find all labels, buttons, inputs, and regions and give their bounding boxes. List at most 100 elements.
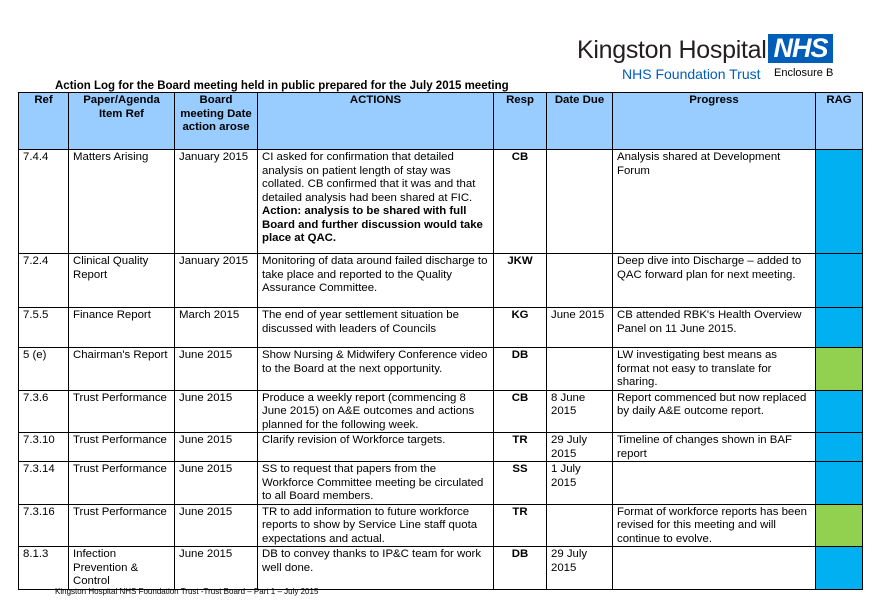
paper-cell: Trust Performance [68,432,175,462]
table-row: 7.3.16 Trust Performance June 2015 TR to ad… [18,503,863,547]
resp-cell: DB [493,546,547,590]
column-header: RAG [815,92,863,150]
ref-cell: 7.2.4 [18,253,69,308]
action-text: Show Nursing & Midwifery Conference vide… [262,349,488,375]
resp-cell: TR [493,432,547,462]
progress-cell: CB attended RBK's Health Overview Panel … [612,307,816,348]
action-cell: The end of year settlement situation be … [257,307,494,348]
progress-cell: Timeline of changes shown in BAF report [612,432,816,462]
paper-cell: Matters Arising [68,149,175,254]
date-cell: June 2015 [174,546,258,590]
column-header: Ref [18,92,69,150]
rag-status-cell [815,546,863,590]
action-text: SS to request that papers from the Workf… [262,463,484,502]
due-cell: 29 July 2015 [546,432,613,462]
ref-cell: 7.3.14 [18,461,69,505]
paper-cell: Chairman's Report [68,347,175,391]
ref-cell: 7.3.16 [18,503,69,547]
ref-cell: 7.5.5 [18,307,69,348]
due-cell [546,149,613,254]
paper-cell: Clinical Quality Report [68,253,175,308]
column-header: Paper/Agenda Item Ref [68,92,175,150]
date-cell: June 2015 [174,389,258,433]
rag-status-cell [815,389,863,433]
resp-cell: TR [493,503,547,547]
resp-cell: DB [493,347,547,391]
resp-cell: KG [493,307,547,348]
nhs-logo: NHS [768,34,833,63]
enclosure-label: Enclosure B [774,67,834,79]
action-cell: DB to convey thanks to IP&C team for wor… [257,546,494,590]
due-cell: June 2015 [546,307,613,348]
action-cell: TR to add information to future workforc… [257,503,494,547]
date-cell: June 2015 [174,503,258,547]
logo-trust-name: NHS Foundation Trust [622,66,761,82]
due-cell [546,253,613,308]
table-row: 7.3.10 Trust Performance June 2015 Clarify … [18,432,863,462]
action-log-table: Ref Paper/Agenda Item Ref Board meeting Da… [18,92,863,590]
column-header: ACTIONS [257,92,494,150]
date-cell: June 2015 [174,347,258,391]
due-cell [546,503,613,547]
resp-cell: CB [493,149,547,254]
ref-cell: 7.3.10 [18,432,69,462]
rag-status-cell [815,253,863,308]
action-cell: Produce a weekly report (commencing 8 Ju… [257,389,494,433]
progress-cell: LW investigating best means as format no… [612,347,816,391]
action-text: Produce a weekly report (commencing 8 Ju… [262,391,475,431]
action-cell: CI asked for confirmation that detailed … [257,149,494,254]
action-text: DB to convey thanks to IP&C team for wor… [262,548,482,574]
rag-status-cell [815,347,863,391]
column-header: Resp [493,92,547,150]
resp-cell: CB [493,389,547,433]
action-text: TR to add information to future workforc… [262,505,478,545]
table-row: 8.1.3 Infection Prevention & Control June … [18,546,863,590]
action-text: The end of year settlement situation be … [262,309,459,335]
ref-cell: 8.1.3 [18,546,69,590]
progress-cell [612,461,816,505]
due-cell: 8 June 2015 [546,389,613,433]
progress-cell: Deep dive into Discharge – added to QAC … [612,253,816,308]
page-footer: Kingston Hospital NHS Foundation Trust -… [55,587,319,596]
action-text: Monitoring of data around failed dischar… [262,255,488,294]
action-cell: Clarify revision of Workforce targets. [257,432,494,462]
due-cell: 29 July 2015 [546,546,613,590]
progress-cell: Analysis shared at Development Forum [612,149,816,254]
document-title: Action Log for the Board meeting held in… [55,80,509,92]
table-row: 7.2.4 Clinical Quality Report January 2015… [18,253,863,308]
ref-cell: 7.4.4 [18,149,69,254]
rag-status-cell [815,461,863,505]
resp-cell: SS [493,461,547,505]
paper-cell: Trust Performance [68,389,175,433]
progress-cell [612,546,816,590]
date-cell: January 2015 [174,253,258,308]
action-bold-text: Action: analysis to be shared with full … [262,205,483,244]
rag-status-cell [815,307,863,348]
due-cell: 1 July 2015 [546,461,613,505]
ref-cell: 7.3.6 [18,389,69,433]
table-row: 5 (e) Chairman's Report June 2015 Show Nurs… [18,347,863,391]
table-row: 7.5.5 Finance Report March 2015 The end of … [18,307,863,348]
due-cell [546,347,613,391]
paper-cell: Finance Report [68,307,175,348]
action-cell: Show Nursing & Midwifery Conference vide… [257,347,494,391]
resp-cell: JKW [493,253,547,308]
rag-status-cell [815,503,863,547]
date-cell: June 2015 [174,461,258,505]
action-cell: SS to request that papers from the Workf… [257,461,494,505]
rag-status-cell [815,432,863,462]
logo-hospital-name: Kingston Hospital [577,36,767,64]
progress-cell: Report commenced but now replaced by dai… [612,389,816,433]
paper-cell: Trust Performance [68,503,175,547]
date-cell: June 2015 [174,432,258,462]
date-cell: March 2015 [174,307,258,348]
progress-cell: Format of workforce reports has been rev… [612,503,816,547]
column-header: Progress [612,92,816,150]
table-row: 7.4.4 Matters Arising January 2015 CI asked… [18,149,863,254]
action-text: Clarify revision of Workforce targets. [262,434,446,446]
table-header: Ref Paper/Agenda Item Ref Board meeting Da… [18,92,863,150]
ref-cell: 5 (e) [18,347,69,391]
rag-status-cell [815,149,863,254]
paper-cell: Infection Prevention & Control [68,546,175,590]
column-header: Board meeting Date action arose [174,92,258,150]
